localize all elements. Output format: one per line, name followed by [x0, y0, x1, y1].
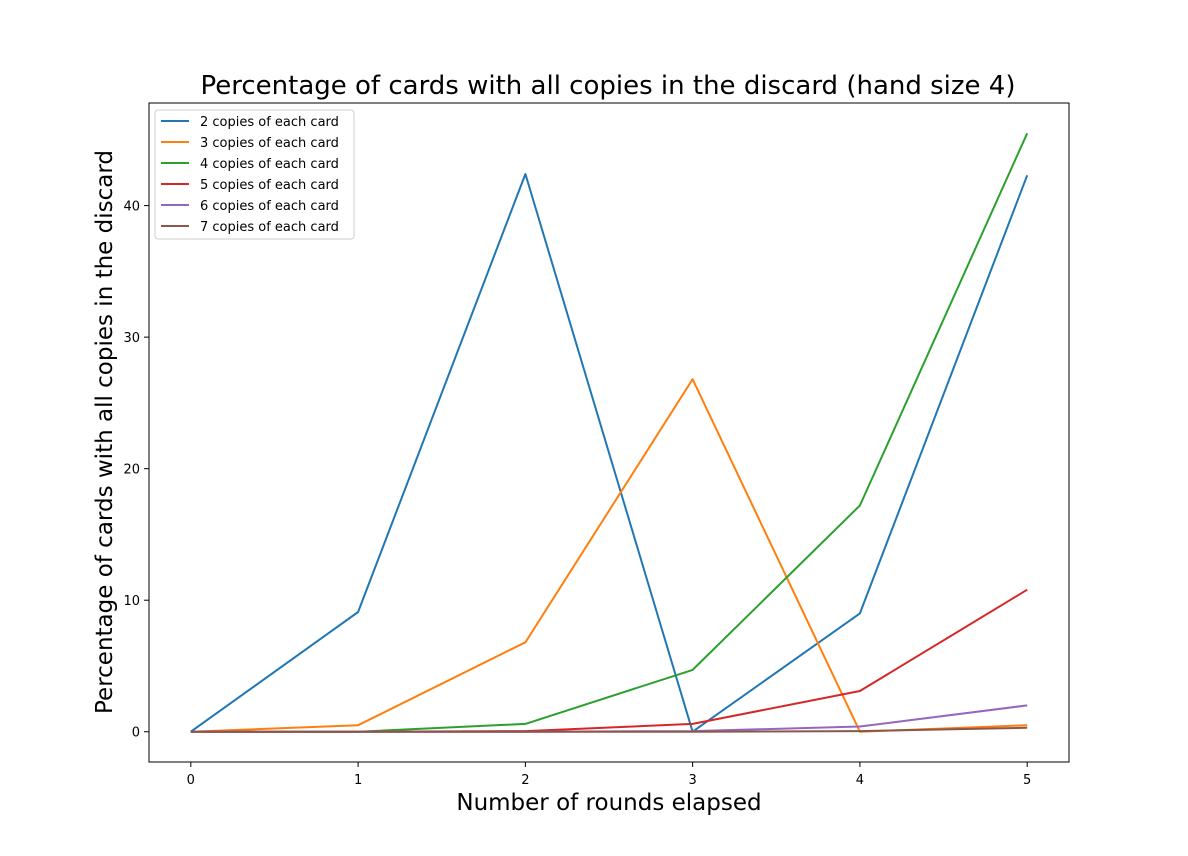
legend-entry: 6 copies of each card [200, 199, 339, 214]
legend-entry: 4 copies of each card [200, 157, 339, 172]
x-tick-label: 3 [688, 773, 696, 788]
x-axis-label: Number of rounds elapsed [456, 790, 761, 816]
series-line-5-copies [190, 588, 1028, 733]
x-axis: 0 1 2 3 4 5 [187, 762, 1031, 788]
y-axis: 0 10 20 30 40 [123, 200, 149, 741]
plot-area [190, 132, 1029, 733]
legend-entry: 5 copies of each card [200, 178, 339, 193]
x-tick-label: 0 [187, 773, 195, 788]
y-tick-label: 0 [132, 726, 140, 741]
x-tick-label: 4 [856, 773, 864, 788]
series-line-7-copies [190, 726, 1028, 733]
chart-title: Percentage of cards with all copies in t… [200, 71, 1015, 101]
y-tick-label: 20 [123, 463, 140, 478]
legend-entry: 2 copies of each card [200, 115, 339, 130]
legend-frame [154, 109, 355, 240]
y-tick-label: 10 [123, 594, 140, 609]
plot-frame [148, 102, 1070, 763]
y-tick-label: 30 [123, 331, 140, 346]
y-axis-label: Percentage of cards with all copies in t… [92, 150, 118, 714]
x-tick-label: 5 [1023, 773, 1031, 788]
y-tick-label: 40 [123, 200, 140, 215]
x-tick-label: 2 [521, 773, 529, 788]
x-tick-label: 1 [354, 773, 362, 788]
legend: 2 copies of each card 3 copies of each ca… [154, 109, 355, 240]
series-line-2-copies [190, 173, 1029, 733]
series-line-3-copies [190, 378, 1028, 733]
legend-entry: 3 copies of each card [200, 136, 339, 151]
legend-entry: 7 copies of each card [200, 220, 339, 235]
